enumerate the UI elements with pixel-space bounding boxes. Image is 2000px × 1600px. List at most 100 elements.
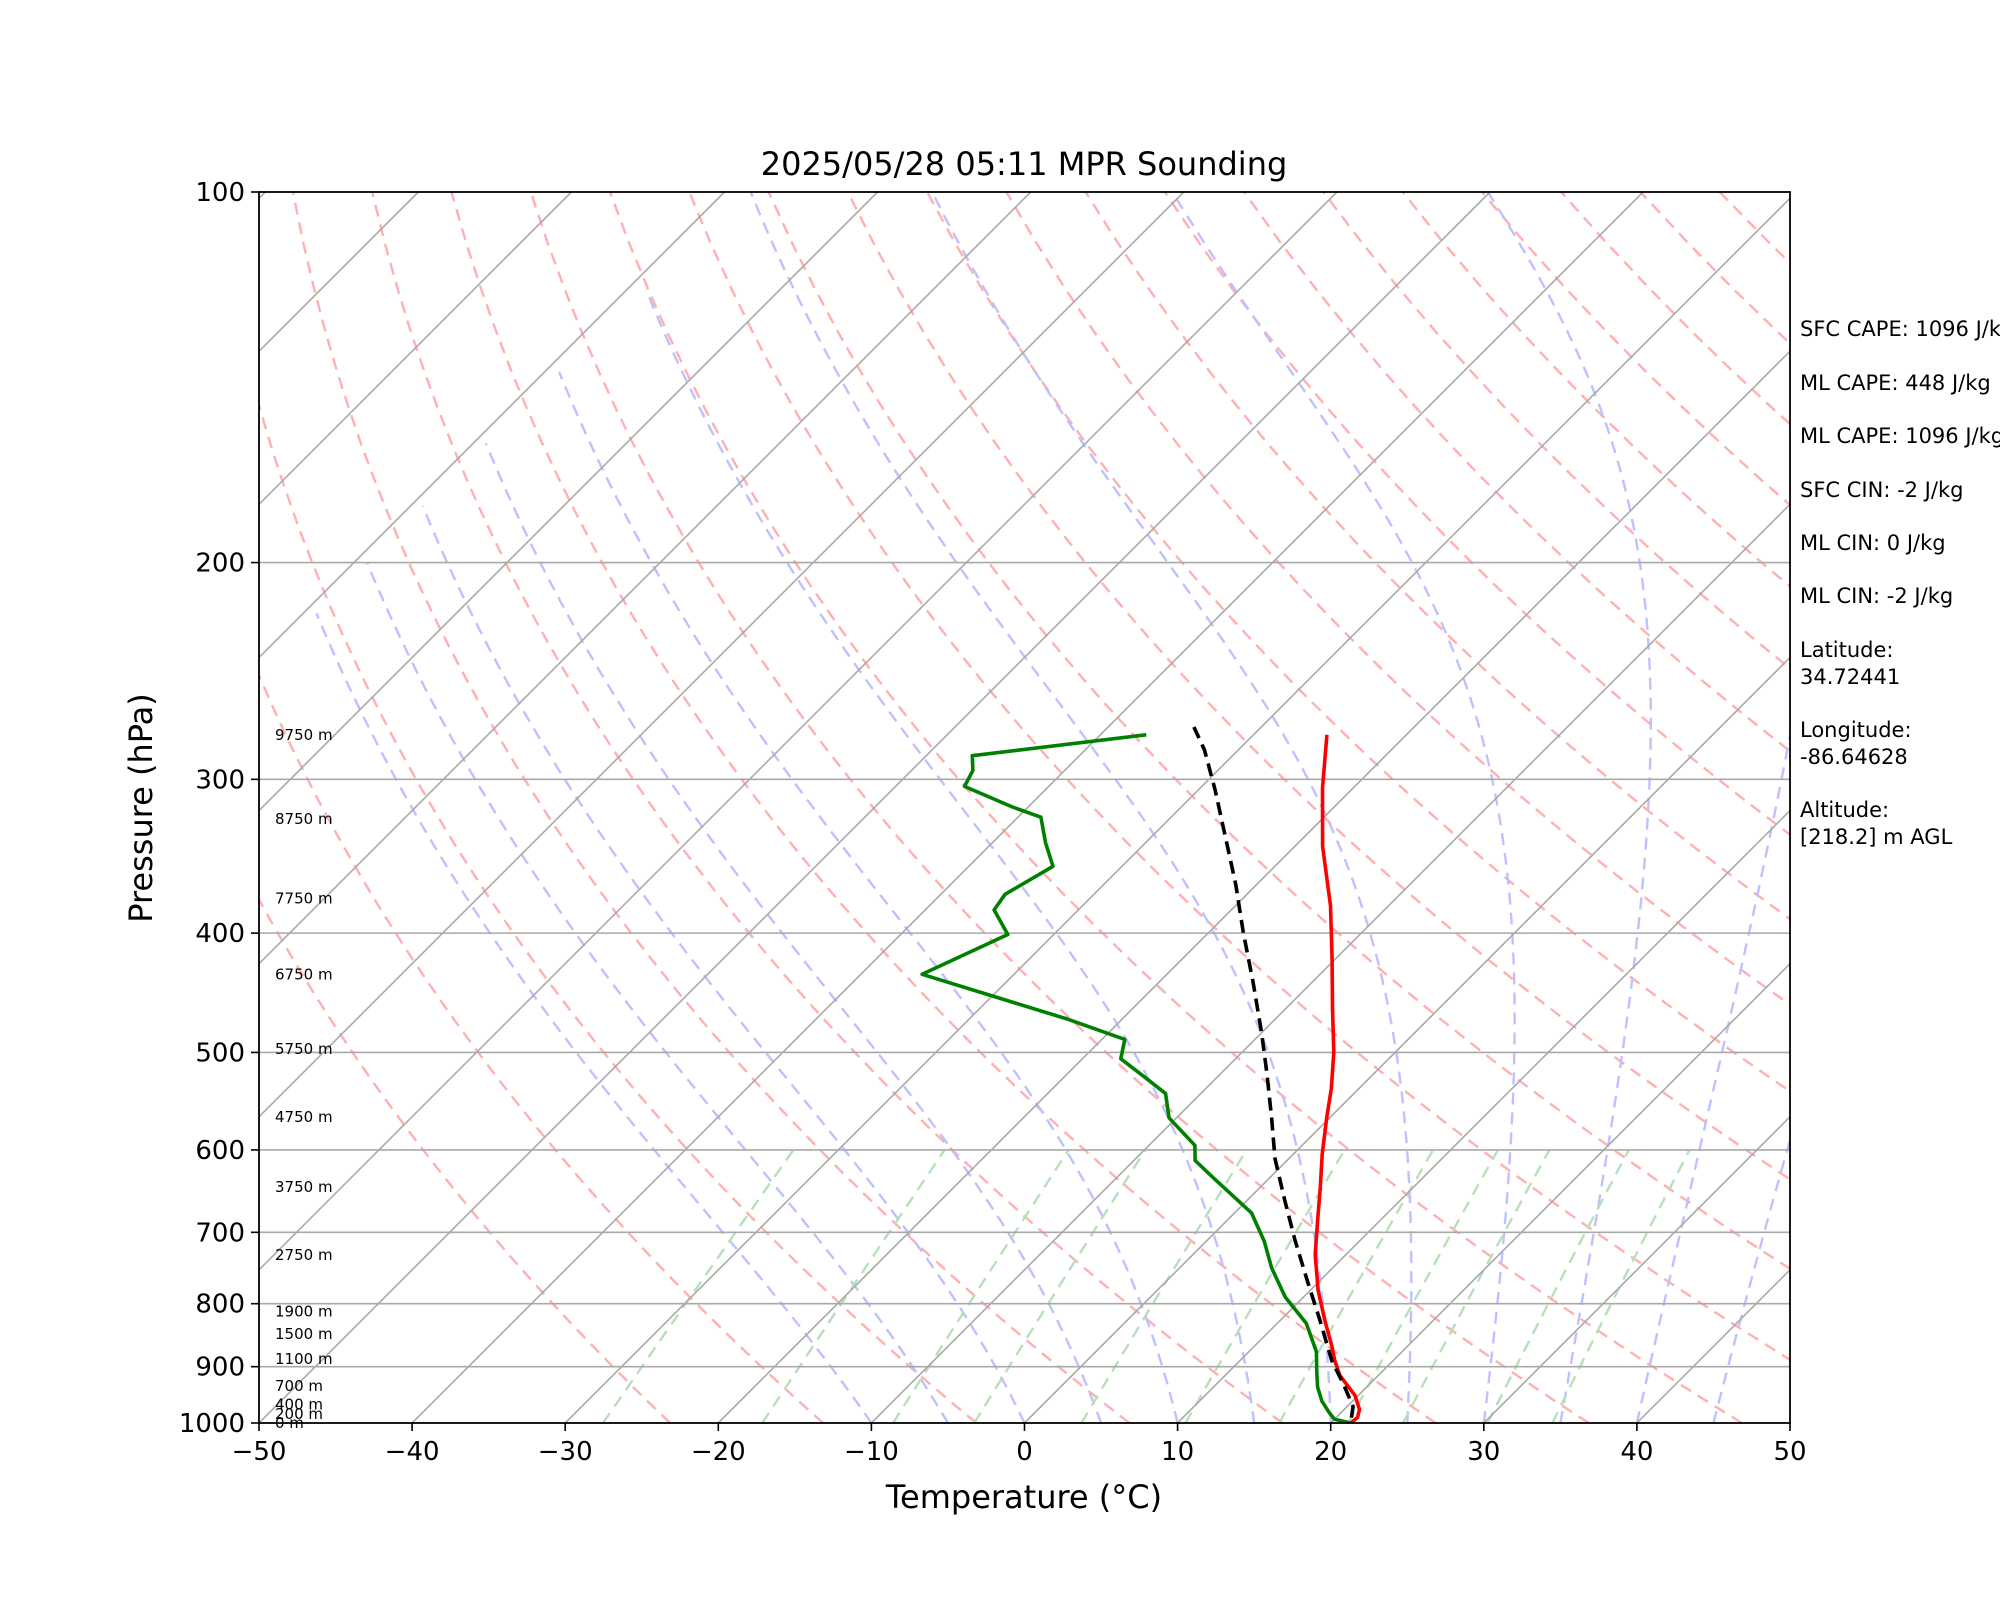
moist-adiabat xyxy=(484,442,1103,1423)
annotation-text: Latitude: xyxy=(1800,638,1894,662)
moist-adiabat xyxy=(644,289,1256,1423)
x-tick-label: −40 xyxy=(385,1437,440,1467)
series-group xyxy=(920,726,1362,1423)
annotation-text: -86.64628 xyxy=(1800,745,1908,769)
sounding-annotations: SFC CAPE: 1096 J/kg ML CAPE: 448 J/kg ML C… xyxy=(1800,317,2000,849)
isotherm xyxy=(1330,962,1790,1423)
height-label: 6750 m xyxy=(275,965,333,983)
dry-adiabat xyxy=(529,192,1590,1423)
isotherm xyxy=(1023,656,1790,1423)
moist-adiabat xyxy=(557,371,1179,1423)
isotherm xyxy=(259,192,1491,1423)
isotherm xyxy=(411,192,1644,1423)
isotherm xyxy=(259,192,879,812)
moist-adiabat xyxy=(421,505,1026,1423)
x-tick-label: 50 xyxy=(1773,1437,1806,1467)
y-tick-label: 600 xyxy=(195,1136,245,1166)
isotherm xyxy=(1483,1115,1790,1423)
isotherm xyxy=(717,350,1790,1423)
moist-adiabat xyxy=(1486,192,1653,1423)
y-tick-label: 1000 xyxy=(179,1409,245,1439)
grid-lines xyxy=(259,561,1790,1368)
x-axis-label: Temperature (°C) xyxy=(885,1478,1162,1516)
mixing-ratio-line xyxy=(1551,1149,1691,1423)
annotation-text: SFC CIN: -2 J/kg xyxy=(1800,478,1963,502)
height-label: 1900 m xyxy=(275,1303,333,1321)
dry-adiabat xyxy=(371,192,1284,1423)
height-label: 1100 m xyxy=(275,1350,333,1368)
moist-adiabat xyxy=(1635,729,1790,1423)
isotherm xyxy=(1177,809,1790,1423)
dry-adiabat xyxy=(259,897,671,1423)
x-tick-label: −20 xyxy=(691,1437,746,1467)
y-tick-label: 300 xyxy=(195,765,245,795)
height-label: 200 m xyxy=(275,1405,323,1423)
height-label: 9750 m xyxy=(275,726,333,744)
isotherm xyxy=(564,197,1790,1423)
dry-adiabat xyxy=(1005,192,1790,1007)
dry-adiabat xyxy=(259,400,978,1423)
moist-adiabat xyxy=(1712,1135,1790,1423)
y-axis-label: Pressure (hPa) xyxy=(122,693,160,923)
x-tick-label: 0 xyxy=(1016,1437,1033,1467)
temperature-line xyxy=(1313,734,1362,1423)
moist-adiabat xyxy=(315,613,873,1423)
parcel-line xyxy=(1192,726,1355,1418)
y-axis-ticks: 100 200 300 400 500 600 700 800 900 1000 xyxy=(179,178,259,1439)
dry-adiabat xyxy=(291,192,1131,1423)
isotherm xyxy=(0,192,112,1423)
x-tick-label: 20 xyxy=(1314,1437,1347,1467)
annotation-text: ML CIN: 0 J/kg xyxy=(1800,531,1946,555)
y-tick-label: 500 xyxy=(195,1038,245,1068)
height-label: 2750 m xyxy=(275,1246,333,1264)
isotherm xyxy=(259,192,1338,1272)
dry-adiabat xyxy=(1243,192,1790,753)
annotation-text: Longitude: xyxy=(1800,718,1912,742)
height-label: 400 m xyxy=(275,1396,323,1414)
annotation-text: 34.72441 xyxy=(1800,665,1900,689)
moist-adiabat xyxy=(1171,192,1516,1423)
height-label: 3750 m xyxy=(275,1178,333,1196)
x-tick-label: 10 xyxy=(1161,1437,1194,1467)
background-lines xyxy=(0,192,1790,1423)
mixing-ratio-line xyxy=(1080,1149,1248,1423)
annotation-text: [218.2] m AGL xyxy=(1800,825,1953,849)
dry-adiabat xyxy=(1084,192,1790,921)
height-label: 1500 m xyxy=(275,1325,333,1343)
mixing-ratio-line xyxy=(1486,1149,1630,1423)
x-tick-label: −50 xyxy=(232,1437,287,1467)
dry-adiabat xyxy=(926,192,1790,1093)
mixing-ratio-line xyxy=(602,1149,795,1423)
mixing-ratio-line xyxy=(973,1149,1147,1423)
mixing-ratio-line xyxy=(761,1149,946,1423)
x-tick-label: −10 xyxy=(844,1437,899,1467)
isotherm xyxy=(259,192,572,506)
y-tick-label: 400 xyxy=(195,919,245,949)
mixing-ratio-line xyxy=(1278,1149,1435,1423)
isotherm xyxy=(259,192,1185,1118)
height-label: 4750 m xyxy=(275,1108,333,1126)
y-tick-label: 900 xyxy=(195,1353,245,1383)
dry-adiabat xyxy=(846,192,1790,1181)
height-label: 7750 m xyxy=(275,890,333,908)
y-tick-label: 200 xyxy=(195,549,245,579)
chart-title: 2025/05/28 05:11 MPR Sounding xyxy=(761,145,1288,183)
dry-adiabat xyxy=(767,192,1790,1271)
height-label: 5750 m xyxy=(275,1040,333,1058)
x-axis-ticks: −50 −40 −30 −20 −10 0 10 20 30 40 50 xyxy=(232,1423,1807,1467)
moist-adiabat xyxy=(749,192,1332,1423)
isotherm xyxy=(870,503,1790,1423)
annotation-text: Altitude: xyxy=(1800,798,1889,822)
dry-adiabat xyxy=(450,192,1437,1423)
y-tick-label: 100 xyxy=(195,178,245,208)
mixing-ratio-line xyxy=(1184,1149,1346,1423)
dry-adiabat xyxy=(259,672,824,1423)
dry-adiabat xyxy=(688,192,1790,1362)
x-tick-label: 40 xyxy=(1620,1437,1653,1467)
y-tick-label: 700 xyxy=(195,1218,245,1248)
moist-adiabat xyxy=(931,192,1413,1423)
x-tick-label: 30 xyxy=(1467,1437,1500,1467)
dry-adiabat xyxy=(608,192,1743,1423)
